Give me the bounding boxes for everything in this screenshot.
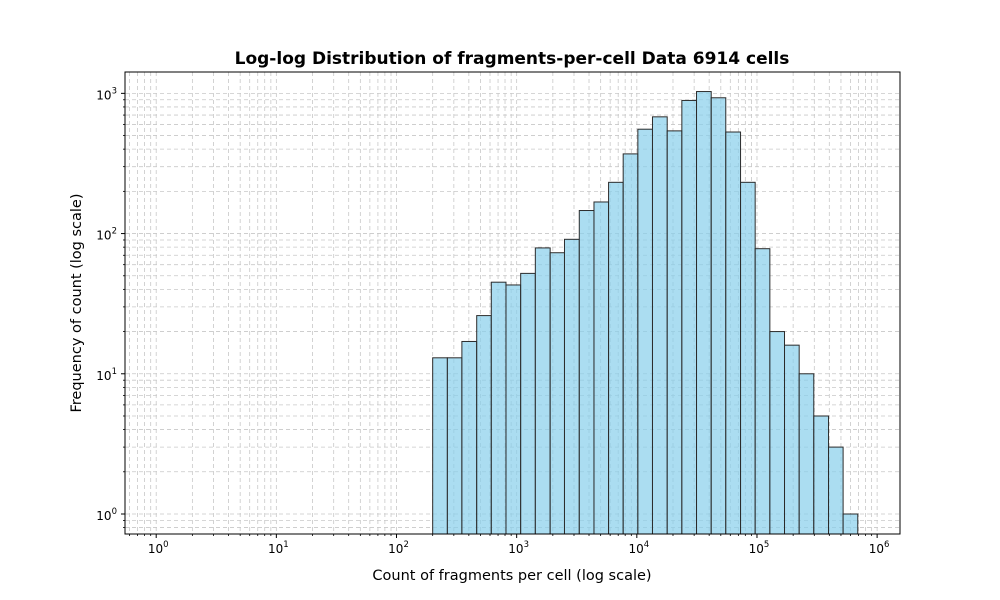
x-axis: 100 101 102 103 104 105 106 <box>129 534 890 556</box>
histogram-bar <box>754 248 771 535</box>
histogram-bar <box>578 210 595 535</box>
histogram-bar <box>798 373 815 535</box>
histogram-bar <box>784 344 800 535</box>
y-axis-label: Frequency of count (log scale) <box>69 193 85 412</box>
x-tick-label: 104 <box>628 540 649 556</box>
histogram-bar <box>432 357 448 535</box>
histogram-bar <box>842 513 859 535</box>
histogram-bar <box>520 272 536 535</box>
y-tick-label: 101 <box>96 367 117 383</box>
histogram-bar <box>563 238 580 535</box>
plot-frame <box>124 71 901 535</box>
histogram-bar <box>651 116 668 535</box>
histogram-bar <box>534 247 551 535</box>
chart-title: Log-log Distribution of fragments-per-ce… <box>235 49 790 69</box>
x-tick-label: 106 <box>869 540 890 556</box>
x-tick-label: 105 <box>749 540 770 556</box>
y-tick-label: 102 <box>96 227 117 243</box>
histogram-bar <box>608 181 624 535</box>
histogram-bar <box>769 331 786 535</box>
histogram-bar <box>549 252 565 535</box>
histogram-bar <box>505 284 522 535</box>
histogram-bar <box>681 99 698 535</box>
histogram-bar <box>696 91 712 535</box>
x-tick-label: 102 <box>388 540 409 556</box>
histogram-bar <box>710 97 727 535</box>
histogram-bar <box>461 340 478 535</box>
x-tick-label: 103 <box>508 540 529 556</box>
x-tick-label: 101 <box>268 540 289 556</box>
histogram-bar <box>725 131 742 535</box>
x-tick-label: 100 <box>148 540 169 556</box>
y-axis: 100 101 102 103 <box>96 86 125 528</box>
histogram-bar <box>490 281 507 535</box>
histogram-bar <box>740 181 756 535</box>
histogram-bar <box>666 130 683 535</box>
histogram-bar <box>593 201 610 535</box>
x-axis-label: Count of fragments per cell (log scale) <box>372 568 651 584</box>
histogram-bar <box>622 153 639 535</box>
histogram-bar <box>813 415 830 535</box>
y-tick-label: 100 <box>96 507 117 523</box>
histogram-bar <box>828 446 844 535</box>
histogram-bar <box>446 357 463 535</box>
histogram-bar <box>476 315 492 535</box>
y-tick-label: 103 <box>96 86 117 102</box>
histogram-bar <box>637 128 653 535</box>
bars <box>432 91 859 535</box>
